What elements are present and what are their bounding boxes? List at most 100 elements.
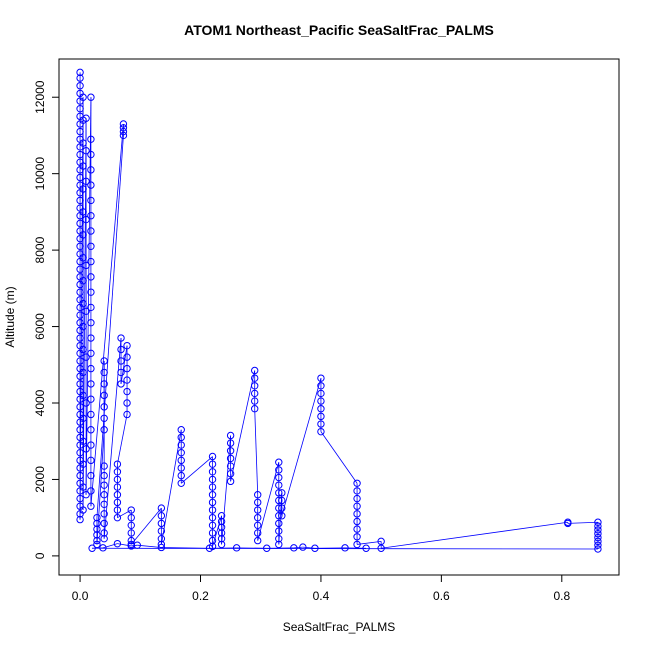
data-point <box>119 127 128 136</box>
data-point <box>76 288 84 296</box>
data-point <box>117 334 125 342</box>
data-point <box>217 512 226 520</box>
series-segment <box>117 543 132 547</box>
y-tick-label: 0 <box>33 552 47 559</box>
data-point <box>208 529 217 537</box>
data-point <box>100 403 108 411</box>
data-point <box>79 506 87 514</box>
data-point <box>254 498 262 507</box>
data-point <box>127 521 135 530</box>
data-point <box>87 487 95 495</box>
series-segment <box>293 546 303 549</box>
data-point <box>79 162 87 170</box>
data-point <box>362 544 370 552</box>
data-point <box>157 534 166 543</box>
y-axis-label: Altitude (m) <box>3 286 17 347</box>
data-point <box>250 366 259 375</box>
data-point <box>157 519 166 528</box>
data-point <box>87 166 95 174</box>
series-segment <box>96 135 124 518</box>
data-point <box>87 349 95 358</box>
series-segment <box>103 337 122 539</box>
data-point <box>250 382 259 390</box>
data-point <box>263 544 271 552</box>
data-point <box>157 504 166 512</box>
data-point <box>100 534 108 543</box>
data-point <box>93 513 101 522</box>
data-point <box>119 120 128 128</box>
data-point <box>87 456 95 465</box>
data-point <box>76 380 84 388</box>
data-point <box>87 380 95 388</box>
data-point <box>76 448 84 457</box>
data-point <box>82 307 90 315</box>
data-point <box>76 265 84 273</box>
data-point <box>119 131 128 140</box>
data-point <box>353 533 361 541</box>
x-tick-label: 0.0 <box>72 589 89 603</box>
data-point <box>353 510 361 518</box>
data-point <box>275 481 283 489</box>
data-point <box>254 506 262 514</box>
data-point <box>594 533 602 542</box>
data-point <box>82 445 90 453</box>
data-point <box>123 376 131 384</box>
data-point <box>79 345 87 354</box>
data-point <box>177 448 185 457</box>
data-point <box>157 512 166 520</box>
series-segment <box>281 378 322 516</box>
y-axis: 0 2000 4000 6000 8000 10000 12000 <box>33 80 60 559</box>
data-point <box>311 544 319 552</box>
data-point <box>208 506 217 514</box>
data-point <box>100 426 108 434</box>
data-point <box>157 527 166 535</box>
data-point <box>127 536 135 545</box>
data-point <box>87 441 95 449</box>
data-point <box>594 522 602 530</box>
data-point <box>76 219 84 228</box>
data-point <box>317 397 325 405</box>
data-point <box>254 513 262 522</box>
data-point <box>100 391 108 400</box>
series-segment <box>130 507 162 545</box>
data-point <box>208 536 217 545</box>
data-point <box>113 468 122 476</box>
data-point <box>87 471 95 480</box>
data-point <box>157 543 166 552</box>
series-segment <box>92 547 598 550</box>
data-point <box>299 543 307 551</box>
data-point <box>177 471 185 480</box>
data-point <box>353 517 361 526</box>
data-point <box>79 185 87 193</box>
data-point <box>82 261 90 270</box>
data-point <box>275 540 283 549</box>
data-point <box>177 426 185 434</box>
series-segment <box>212 515 222 547</box>
data-point <box>76 515 84 524</box>
x-axis-label: SeaSaltFrac_PALMS <box>283 620 396 634</box>
data-point <box>123 410 131 419</box>
data-point <box>79 93 87 101</box>
data-point <box>76 334 84 342</box>
data-point <box>93 536 101 545</box>
data-point <box>317 420 325 428</box>
data-point <box>254 536 262 545</box>
series-segment <box>120 345 128 384</box>
data-point <box>127 529 135 537</box>
data-point <box>87 395 95 403</box>
data-point <box>275 496 283 505</box>
data-point <box>594 518 602 526</box>
data-point <box>117 357 125 365</box>
data-point <box>341 544 349 552</box>
data-point <box>87 181 95 189</box>
data-point <box>275 534 283 543</box>
data-point <box>208 498 217 507</box>
data-point <box>100 500 108 508</box>
data-point <box>82 399 90 407</box>
data-point <box>232 544 241 552</box>
data-point <box>87 426 95 434</box>
data-point <box>127 513 135 522</box>
data-point <box>317 405 325 413</box>
data-point <box>275 527 283 535</box>
series-segment <box>381 521 568 549</box>
